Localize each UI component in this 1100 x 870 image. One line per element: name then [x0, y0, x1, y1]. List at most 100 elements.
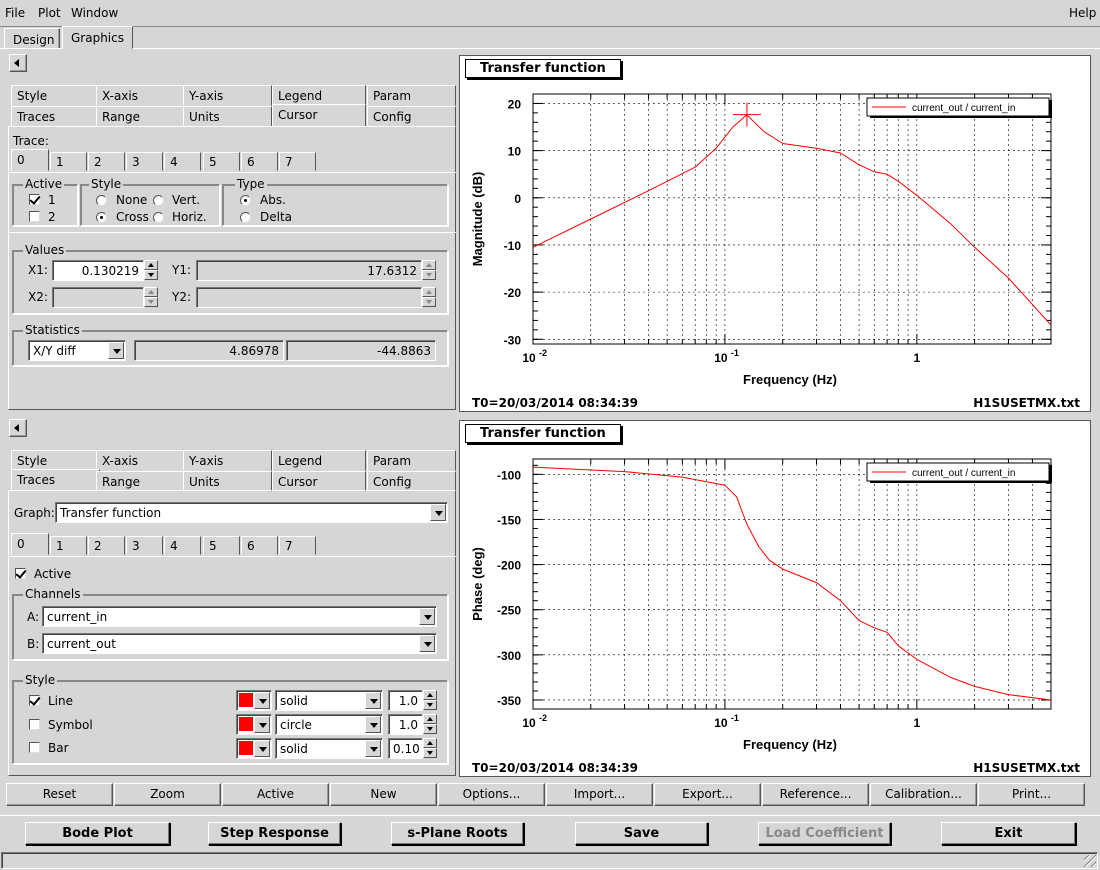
- step-response-button[interactable]: Step Response: [208, 822, 341, 845]
- tab-y-axis[interactable]: Y-axis: [183, 450, 272, 471]
- trace-tab-0[interactable]: 0: [11, 533, 49, 555]
- active-1-checkbox[interactable]: [29, 194, 40, 205]
- bar-width-input[interactable]: 0.10: [388, 738, 423, 759]
- menu-window[interactable]: Window: [71, 6, 119, 20]
- line-width-spinner[interactable]: [423, 690, 437, 711]
- y2-input[interactable]: [196, 287, 422, 308]
- statistics-mode-select[interactable]: X/Y diff: [28, 340, 126, 361]
- trace-tab-1[interactable]: 1: [50, 152, 87, 171]
- trace-tab-4[interactable]: 4: [164, 152, 201, 171]
- y1-input[interactable]: 17.6312: [196, 260, 422, 281]
- bar-style-select[interactable]: solid: [275, 738, 383, 759]
- menu-plot[interactable]: Plot: [38, 6, 61, 20]
- x2-spinner[interactable]: [144, 287, 158, 308]
- exit-button[interactable]: Exit: [941, 822, 1076, 845]
- collapse-button-2[interactable]: [9, 419, 27, 437]
- trace-tab-5[interactable]: 5: [203, 536, 240, 555]
- trace-tab-6[interactable]: 6: [241, 152, 278, 171]
- tab-range[interactable]: Range: [96, 471, 185, 492]
- toolbar-zoom-button[interactable]: Zoom: [114, 783, 221, 806]
- toolbar-reference-button[interactable]: Reference...: [762, 783, 869, 806]
- tab-legend[interactable]: Legend: [272, 450, 366, 471]
- toolbar-active-button[interactable]: Active: [222, 783, 329, 806]
- style-horiz-radio[interactable]: [153, 212, 164, 223]
- graph-select[interactable]: Transfer function: [55, 502, 448, 523]
- tab-y-axis[interactable]: Y-axis: [183, 85, 272, 106]
- toolbar-options-button[interactable]: Options...: [438, 783, 545, 806]
- trace-tab-7[interactable]: 7: [279, 536, 316, 555]
- trace-active-checkbox[interactable]: [15, 568, 26, 579]
- resize-grip[interactable]: [1084, 855, 1096, 867]
- channel-a-select[interactable]: current_in: [42, 606, 437, 627]
- line-color-picker[interactable]: [236, 690, 272, 711]
- bar-color-picker[interactable]: [236, 738, 272, 759]
- type-delta-radio[interactable]: [240, 212, 251, 223]
- tab-graphics[interactable]: Graphics: [62, 26, 133, 49]
- trace-tab-5[interactable]: 5: [203, 152, 240, 171]
- toolbar-export-button[interactable]: Export...: [654, 783, 761, 806]
- toolbar-new-button[interactable]: New: [330, 783, 437, 806]
- symbol-checkbox[interactable]: [29, 719, 40, 730]
- tab-param[interactable]: Param: [367, 450, 456, 471]
- trace-tab-0-label: 0: [17, 153, 25, 167]
- x2-input[interactable]: [52, 287, 144, 308]
- style-cross-radio[interactable]: [96, 212, 107, 223]
- tab-units[interactable]: Units: [183, 471, 272, 492]
- tab-x-axis[interactable]: X-axis: [96, 85, 185, 106]
- tab-config[interactable]: Config: [367, 106, 456, 127]
- trace-tab-6[interactable]: 6: [241, 536, 278, 555]
- symbol-size-spinner[interactable]: [423, 714, 437, 735]
- toolbar-reset-button[interactable]: Reset: [6, 783, 113, 806]
- style-vert-radio[interactable]: [153, 195, 164, 206]
- trace-tab-3[interactable]: 3: [126, 536, 163, 555]
- bar-checkbox[interactable]: [29, 742, 40, 753]
- toolbar-print-button[interactable]: Print...: [978, 783, 1085, 806]
- tab-range[interactable]: Range: [96, 106, 185, 127]
- trace-tab-3[interactable]: 3: [126, 152, 163, 171]
- active-2-checkbox[interactable]: [29, 211, 40, 222]
- line-width-input[interactable]: 1.0: [388, 690, 423, 711]
- trace-tab-0[interactable]: 0: [11, 149, 49, 171]
- menu-file[interactable]: File: [5, 6, 26, 20]
- symbol-size-input[interactable]: 1.0: [388, 714, 423, 735]
- s-plane-roots-button[interactable]: s-Plane Roots: [391, 822, 524, 845]
- tab-design[interactable]: Design: [4, 28, 60, 49]
- tab-traces[interactable]: Traces: [11, 469, 100, 492]
- tab-legend[interactable]: Legend: [272, 85, 366, 106]
- bode-plot-button[interactable]: Bode Plot: [25, 822, 170, 845]
- toolbar-calibration-button[interactable]: Calibration...: [870, 783, 977, 806]
- symbol-style-select[interactable]: circle: [275, 714, 383, 735]
- tab-style[interactable]: Style: [11, 85, 100, 106]
- tab-param[interactable]: Param: [367, 85, 456, 106]
- line-style-select[interactable]: solid: [275, 690, 383, 711]
- style-none-radio[interactable]: [96, 195, 107, 206]
- channel-b-select[interactable]: current_out: [42, 633, 437, 654]
- x1-input[interactable]: 0.130219: [52, 260, 144, 281]
- tab-x-axis[interactable]: X-axis: [96, 450, 185, 471]
- menu-help[interactable]: Help: [1069, 6, 1097, 20]
- symbol-color-picker[interactable]: [236, 714, 272, 735]
- bar-width-spinner[interactable]: [423, 738, 437, 759]
- trace-tab-2[interactable]: 2: [88, 152, 125, 171]
- collapse-button-1[interactable]: [9, 54, 27, 72]
- tab-config[interactable]: Config: [367, 471, 456, 492]
- x1-spinner[interactable]: [144, 260, 158, 281]
- y2-spinner[interactable]: [422, 287, 436, 308]
- tab-style[interactable]: Style: [11, 450, 100, 471]
- tab-units[interactable]: Units: [183, 106, 272, 127]
- toolbar-import-button[interactable]: Import...: [546, 783, 653, 806]
- trace-tab-2[interactable]: 2: [88, 536, 125, 555]
- trace-tab-4[interactable]: 4: [164, 536, 201, 555]
- line-checkbox[interactable]: [29, 695, 40, 706]
- save-button[interactable]: Save: [575, 822, 708, 845]
- tab-cursor[interactable]: Cursor: [272, 104, 366, 127]
- type-abs-radio[interactable]: [240, 195, 251, 206]
- trace-tab-1[interactable]: 1: [50, 536, 87, 555]
- tab-traces[interactable]: Traces: [11, 106, 100, 127]
- load-coefficient-button[interactable]: Load Coefficient: [758, 822, 891, 845]
- tab-cursor[interactable]: Cursor: [272, 471, 366, 492]
- trace-tab-7[interactable]: 7: [279, 152, 316, 171]
- y1-spinner[interactable]: [422, 260, 436, 281]
